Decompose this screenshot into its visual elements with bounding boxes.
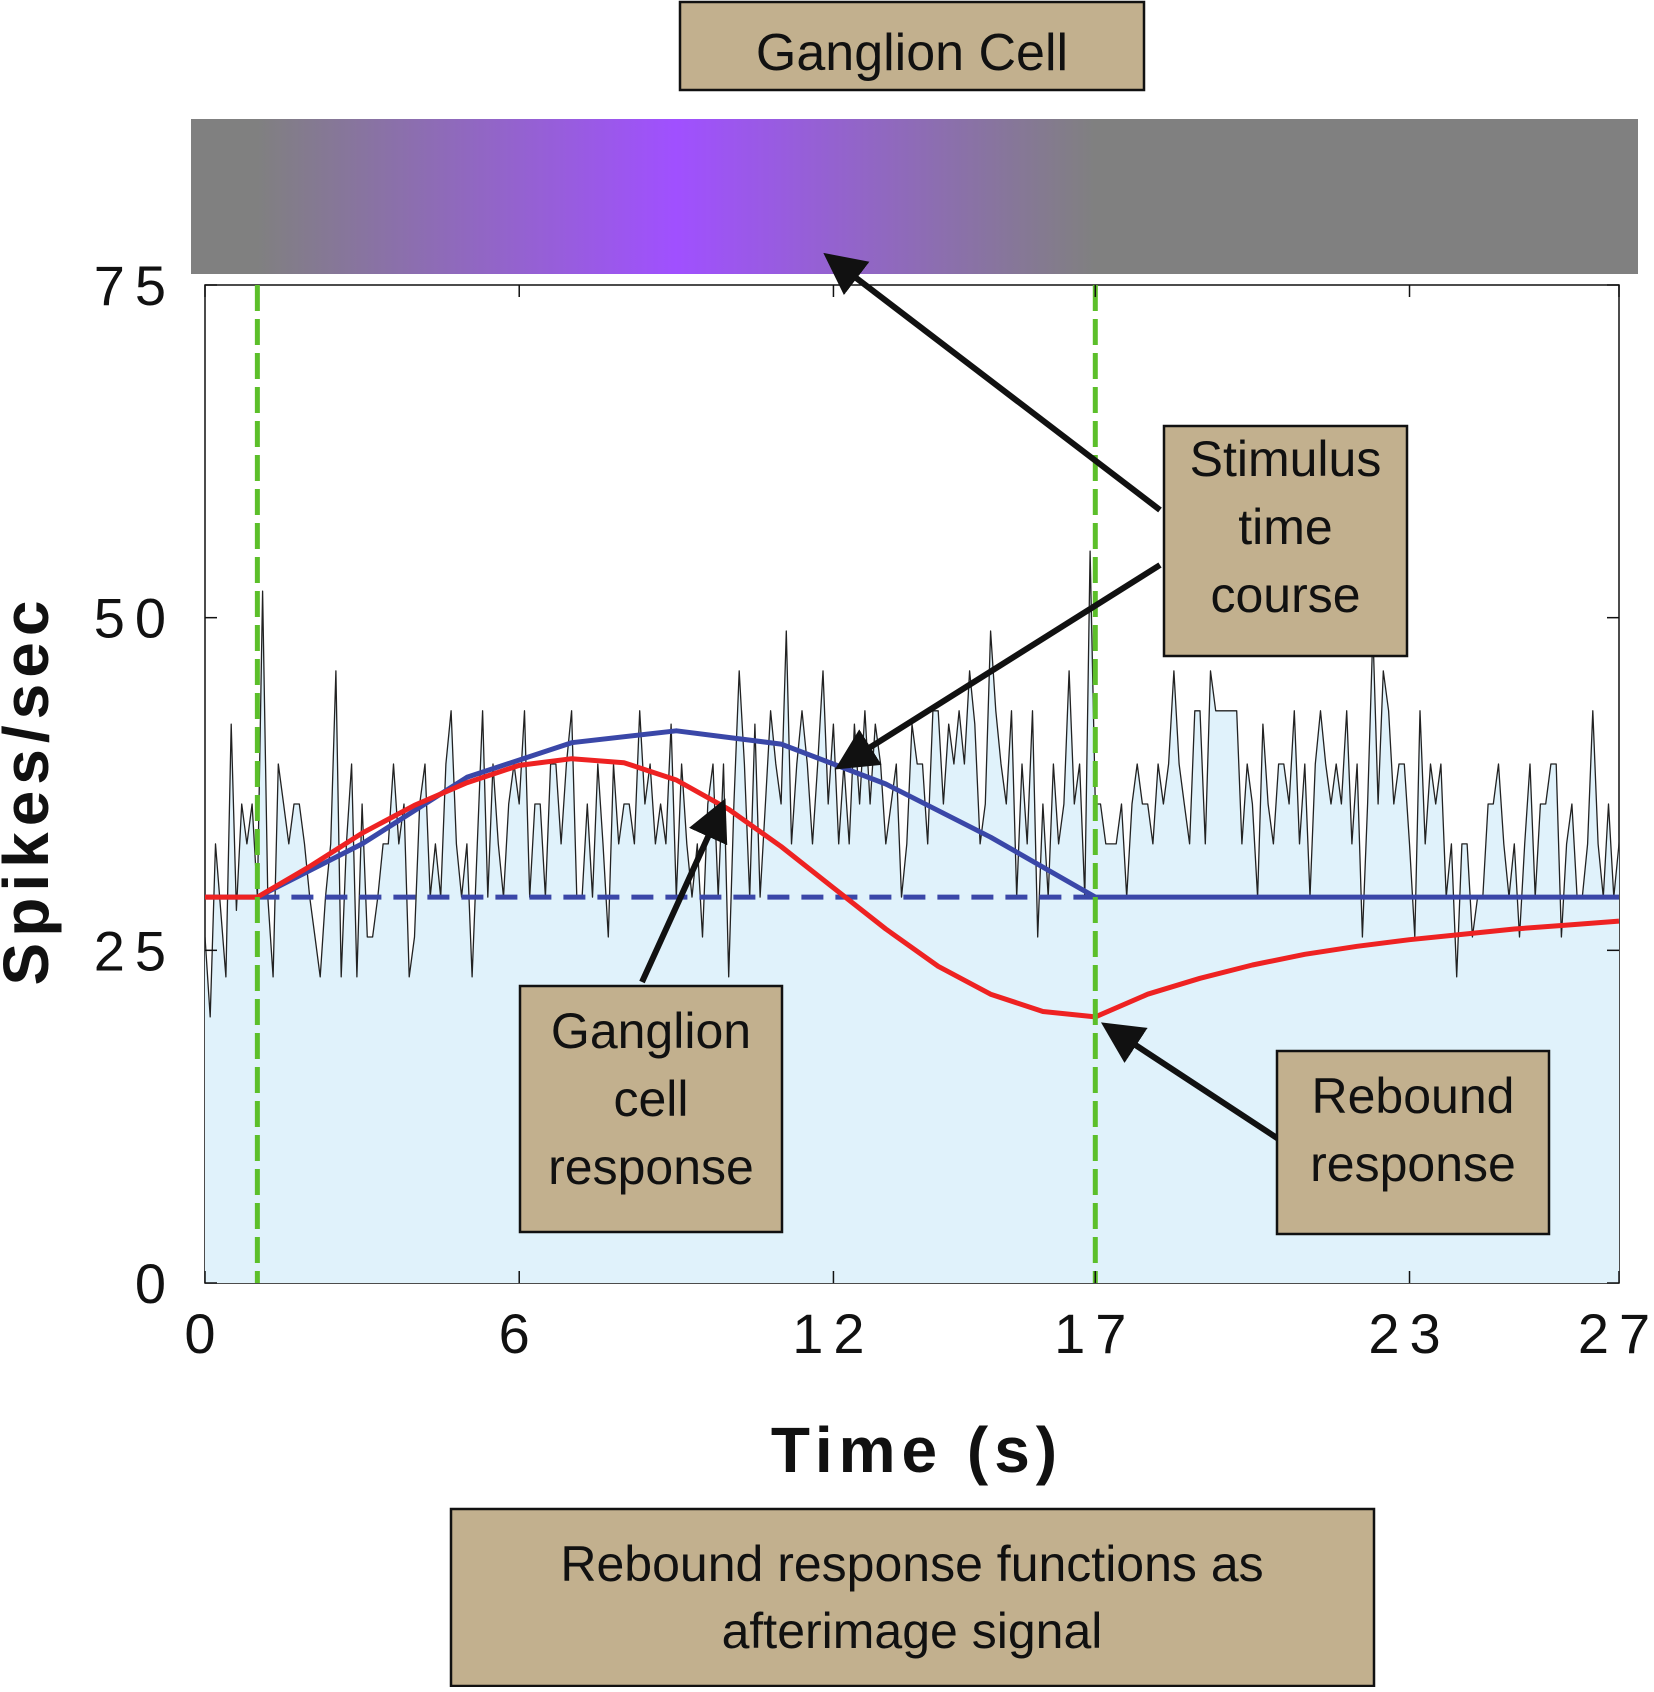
x-tick-label-5: 27 [1578,1302,1654,1365]
annotation-stim-line-1: time [1238,499,1332,555]
annotation-rebound-box: Rebound response [1275,1049,1551,1236]
tick-layer: 0 6 12 17 23 27 0 25 50 75 [94,254,1654,1365]
annotation-stim-box: Stimulus time course [1162,424,1409,658]
annotation-stim-line-0: Stimulus [1190,431,1382,487]
x-tick-label-2: 12 [792,1302,874,1365]
annotation-ganglion-arrow-0 [639,798,728,984]
stimulus-bar [191,119,1638,274]
chart-title: Ganglion Cell [756,24,1068,82]
series-2-line [205,756,1619,1020]
x-tick-label-0: 0 [184,1302,225,1365]
series-0-line [205,728,1619,900]
annotation-rebound-arrow-0 [1100,1022,1282,1143]
y-tick-label-1: 25 [94,919,176,982]
caption-line-2: afterimage signal [722,1603,1103,1659]
series-3-line [205,550,1619,1018]
chart-title-box: Ganglion Cell [678,0,1146,92]
annotation-ganglion-rect [518,984,784,1234]
annotation-layer: StimulustimecourseGanglioncellresponseRe… [518,252,1551,1236]
annotation-ganglion-line-2: response [548,1139,754,1195]
annotation-ganglion-line-1: cell [613,1071,688,1127]
y-tick-label-0: 0 [135,1252,176,1315]
y-tick-label-3: 75 [94,254,176,317]
caption-box: Rebound response functions as afterimage… [449,1507,1376,1688]
x-tick-label-3: 17 [1054,1302,1136,1365]
y-tick-label-2: 50 [94,587,176,650]
x-tick-label-1: 6 [499,1302,540,1365]
x-tick-label-4: 23 [1368,1302,1450,1365]
annotation-stim-rect [1162,424,1409,658]
x-axis-title: Time (s) [771,1414,1063,1486]
annotation-stim-line-2: course [1210,567,1360,623]
annotation-ganglion-box: Ganglion cell response [518,984,784,1234]
annotation-ganglion-line-0: Ganglion [551,1003,751,1059]
caption-line-1: Rebound response functions as [560,1536,1263,1592]
annotation-stim-arrow-1 [834,562,1162,770]
annotation-rebound-line-0: Rebound [1312,1068,1515,1124]
annotation-rebound-rect [1275,1049,1551,1236]
marker-layer [254,285,1098,1283]
annotation-stim-arrow-0 [823,252,1162,513]
y-axis-title: Spikes/sec [0,595,62,986]
annotation-rebound-line-1: response [1310,1136,1516,1192]
